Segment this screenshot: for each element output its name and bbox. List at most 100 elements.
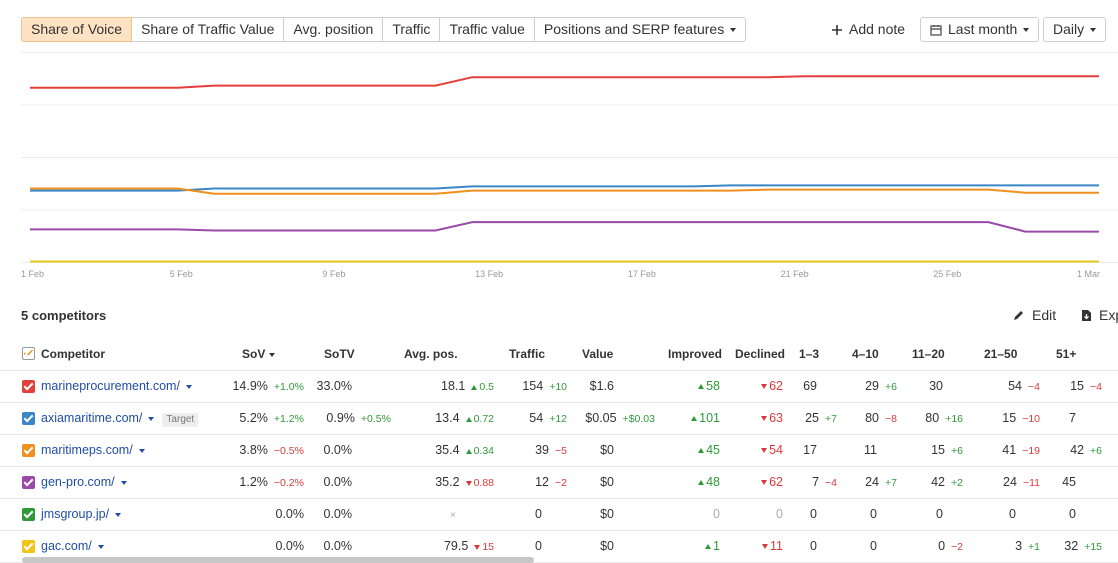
competitor-link[interactable]: gac.com/ — [41, 539, 92, 553]
pos-11-20-cell-value: 30 — [929, 379, 943, 393]
pos-1-3-cell: 0 — [810, 539, 817, 553]
competitor-link[interactable]: marineprocurement.com/ — [41, 379, 180, 393]
pos-4-10-cell-delta: +6 — [885, 381, 897, 393]
traffic-cell: 54 +12 — [529, 411, 567, 425]
col-competitor[interactable]: Competitor — [41, 347, 105, 361]
pos-51-plus-cell: 42 +6 — [1070, 443, 1102, 457]
x-tick-label: 1 Feb — [21, 269, 45, 279]
tab-share-of-traffic-value[interactable]: Share of Traffic Value — [132, 17, 285, 42]
col-sotv[interactable]: SoTV — [324, 347, 355, 361]
pos-11-20-cell-value: 80 — [925, 411, 940, 425]
tab-avg-position[interactable]: Avg. position — [284, 17, 384, 42]
col-pos-11-20[interactable]: 11–20 — [912, 347, 945, 361]
tab-traffic-value[interactable]: Traffic value — [440, 17, 535, 42]
arrow-up-icon — [698, 448, 705, 454]
export-label: Exp — [1099, 307, 1118, 323]
period-select[interactable]: Last month — [920, 17, 1040, 42]
avg-pos-value: × — [450, 510, 456, 521]
add-note-label: Add note — [849, 21, 906, 37]
sov-cell-delta: −0.2% — [273, 477, 304, 489]
col-value[interactable]: Value — [582, 347, 614, 361]
sotv-cell-value: 0.0% — [323, 507, 353, 521]
competitor-checkbox[interactable] — [22, 444, 35, 457]
pos-51-plus-cell-value: 42 — [1070, 443, 1085, 457]
col-avg-pos[interactable]: Avg. pos. — [404, 347, 458, 361]
pos-1-3-cell-value: 0 — [810, 539, 817, 553]
traffic-cell-value: 0 — [535, 539, 542, 553]
traffic-cell-delta: +12 — [549, 413, 567, 425]
granularity-select[interactable]: Daily — [1043, 17, 1107, 42]
sov-cell: 0.0% — [276, 539, 305, 553]
chevron-down-icon[interactable] — [115, 512, 122, 517]
col-sov[interactable]: SoV — [242, 347, 276, 361]
avg-pos-delta: 15 — [474, 541, 494, 553]
col-declined[interactable]: Declined — [735, 347, 786, 361]
pos-1-3-cell: 25 +7 — [805, 411, 837, 425]
pos-51-plus-cell-value: 15 — [1070, 379, 1085, 393]
chevron-down-icon[interactable] — [120, 480, 127, 485]
sotv-cell: 0.9% +0.5% — [326, 411, 391, 425]
pos-21-50-cell: 54 −4 — [1008, 379, 1040, 393]
col-improved[interactable]: Improved — [668, 347, 723, 361]
sov-cell-value: 3.8% — [239, 443, 268, 457]
competitor-link[interactable]: maritimeps.com/ — [41, 443, 133, 457]
competitor-link[interactable]: axiamaritime.com/ — [41, 411, 143, 425]
table-row: gen-pro.com/1.2% −0.2% 0.0% 35.2 0.88 12 −2 $0 4… — [0, 467, 1118, 499]
competitor-link[interactable]: jmsgroup.jp/ — [41, 507, 110, 521]
chevron-down-icon[interactable] — [148, 416, 155, 421]
competitor-link[interactable]: gen-pro.com/ — [41, 475, 115, 489]
table-row: maritimeps.com/3.8% −0.5% 0.0% 35.4 0.34 39 −5… — [0, 435, 1118, 467]
pos-1-3-cell-value: 69 — [803, 379, 817, 393]
avg-pos-value: 13.4 — [435, 411, 460, 425]
pos-1-3-cell: 17 — [803, 443, 817, 457]
declined-cell: 11 — [762, 539, 783, 553]
col-pos-1-3[interactable]: 1–3 — [799, 347, 820, 361]
pos-1-3-cell-value: 17 — [803, 443, 817, 457]
value-cell-value: $0 — [600, 539, 614, 553]
traffic-cell: 12 −2 — [535, 475, 567, 489]
pos-1-3-cell-delta: +7 — [825, 413, 837, 425]
sotv-cell-value: 0.9% — [326, 411, 355, 425]
improved-cell: 0 — [713, 507, 720, 521]
pos-11-20-cell: 0 −2 — [938, 539, 963, 553]
sov-cell-delta: −0.5% — [273, 445, 304, 457]
declined-cell: 63 — [761, 411, 783, 425]
competitor-checkbox[interactable] — [22, 540, 35, 553]
competitor-checkbox[interactable] — [22, 476, 35, 489]
competitor-checkbox[interactable] — [22, 412, 35, 425]
sotv-cell: 0.0% — [324, 539, 353, 553]
competitor-checkbox[interactable] — [22, 508, 35, 521]
chevron-down-icon[interactable] — [185, 384, 192, 389]
pos-21-50-cell-value: 41 — [1002, 443, 1017, 457]
col-traffic[interactable]: Traffic — [509, 347, 546, 361]
improved-value: 0 — [713, 507, 720, 521]
avg-pos-delta: 0.72 — [465, 413, 494, 425]
select-all-checkbox[interactable] — [22, 347, 35, 360]
traffic-cell: 154 +10 — [522, 379, 567, 393]
pos-21-50-cell-value: 24 — [1003, 475, 1017, 489]
chevron-down-icon[interactable] — [138, 448, 145, 453]
tab-traffic[interactable]: Traffic — [383, 17, 441, 42]
horizontal-scrollbar[interactable] — [22, 557, 534, 563]
col-pos-21-50[interactable]: 21–50 — [984, 347, 1018, 361]
col-pos-4-10[interactable]: 4–10 — [852, 347, 879, 361]
col-pos-51-plus[interactable]: 51+ — [1056, 347, 1077, 361]
traffic-cell: 39 −5 — [535, 443, 567, 457]
tab-positions-serp-features[interactable]: Positions and SERP features — [534, 17, 747, 42]
traffic-cell-delta: −5 — [555, 445, 567, 457]
export-button[interactable]: Exp — [1080, 307, 1118, 323]
download-icon — [1082, 309, 1091, 321]
arrow-down-icon — [761, 384, 768, 390]
tab-share-of-voice[interactable]: Share of Voice — [21, 17, 133, 42]
avg-pos-cell: 35.4 0.34 — [435, 443, 494, 457]
add-note-button[interactable]: Add note — [831, 17, 905, 42]
edit-button[interactable]: Edit — [1012, 307, 1056, 323]
chevron-down-icon[interactable] — [97, 544, 104, 549]
x-tick-label: 5 Feb — [169, 269, 193, 279]
improved-value: 1 — [713, 539, 720, 553]
pos-51-plus-cell-delta: +6 — [1090, 445, 1102, 457]
value-cell: $0 — [600, 539, 614, 553]
competitor-checkbox[interactable] — [22, 380, 35, 393]
col-sov-label: SoV — [242, 347, 266, 361]
improved-cell: 58 — [698, 379, 720, 393]
